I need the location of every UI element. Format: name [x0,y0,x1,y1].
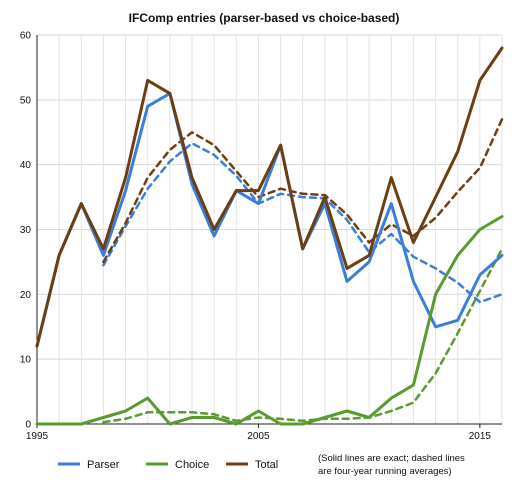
series-line-parser-average [102,142,504,304]
chart-title: IFComp entries (parser-based vs choice-b… [129,11,400,25]
y-tick-label: 10 [20,355,32,366]
x-tick-label: 1995 [26,431,49,442]
y-tick-label: 30 [20,225,32,236]
y-tick-label: 50 [20,95,32,106]
legend-item-parser: Parser [58,459,120,471]
series-line-choice-average [102,247,504,424]
x-tick-label: 2015 [469,431,492,442]
grid [36,34,503,425]
series-layer [35,46,504,426]
y-tick-label: 0 [25,420,31,431]
series-line-choice [35,215,504,426]
note-line-2: are four-year running averages) [318,466,452,477]
series-line-parser [35,91,504,348]
y-tick-label: 60 [20,31,32,42]
legend-item-total: Total [226,459,278,471]
y-tick-label: 20 [20,290,32,301]
y-tick-label: 40 [20,160,32,171]
legend-item-choice: Choice [146,459,209,471]
x-tick-label: 2005 [247,431,270,442]
legend-label-parser: Parser [87,459,120,471]
note-line-1: (Solid lines are exact; dashed lines [318,453,465,464]
legend: Parser Choice Total [58,459,278,471]
series-line-total [35,46,504,348]
legend-label-total: Total [255,459,278,471]
axes: 0 10 20 30 40 50 60 1995 2005 2015 [20,31,502,442]
series-line-total-average [102,118,504,264]
legend-label-choice: Choice [175,459,209,471]
